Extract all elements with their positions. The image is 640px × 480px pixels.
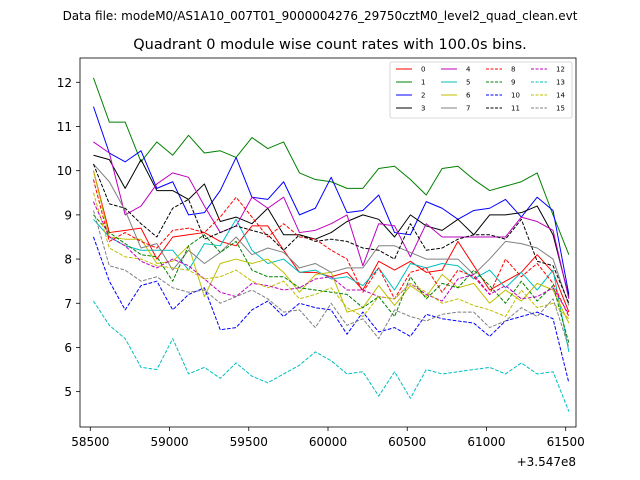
axis-layer: 58500 59000 59500 60000 60500 61000 61500 5 6 7 8 9… [57,76,585,449]
y-tick-label: 12 [57,76,72,90]
x-tick-label: 58500 [71,435,109,449]
x-tick-label: 59500 [230,435,268,449]
legend-label-5: 5 [466,79,470,87]
y-tick-label: 11 [57,120,72,134]
legend-label-3: 3 [421,105,425,113]
x-tick-label: 61000 [467,435,505,449]
plot-frame [79,57,577,428]
legend-box [389,61,573,119]
series-line-7 [93,163,570,306]
series-line-13 [93,300,570,412]
y-tick-label: 7 [64,297,72,311]
y-tick-label: 10 [57,164,72,178]
legend-label-6: 6 [466,92,471,100]
legend-label-9: 9 [511,79,515,87]
legend-label-2: 2 [421,92,425,100]
chart-title: Quadrant 0 module wise count rates with … [133,37,527,53]
legend-label-1: 1 [421,79,425,87]
legend-label-8: 8 [511,66,515,74]
x-offset-label: +3.547e8 [517,455,576,469]
x-tick-label: 60000 [309,435,347,449]
legend-label-7: 7 [466,105,470,113]
legend-label-14: 14 [556,92,565,100]
plot-area [80,58,576,427]
series-line-11 [93,163,570,304]
legend-label-15: 15 [556,105,565,113]
series-line-2 [92,106,570,295]
chart-suptitle: Data file: modeM0/AS1A10_007T01_90000042… [63,9,578,23]
y-tick-label: 5 [64,385,72,399]
series-line-4 [93,141,570,299]
series-line-14 [92,192,570,320]
series-line-3 [93,154,570,297]
y-tick-label: 8 [64,253,72,267]
y-tick-label: 9 [64,208,72,222]
x-tick-label: 59000 [150,435,188,449]
x-tick-label: 61500 [547,435,585,449]
legend-label-13: 13 [556,79,565,87]
legend-label-10: 10 [511,92,520,100]
legend-label-4: 4 [466,66,471,74]
series-line-12 [93,201,570,315]
legend-label-12: 12 [556,66,565,74]
legend-label-0: 0 [421,66,425,74]
y-tick-label: 6 [64,341,72,355]
series-line-15 [92,210,570,348]
series-layer [92,77,570,412]
series-line-1 [92,77,570,255]
series-line-5 [93,218,570,352]
legend-label-11: 11 [511,105,520,113]
x-tick-label: 60500 [388,435,426,449]
series-line-9 [93,214,570,344]
